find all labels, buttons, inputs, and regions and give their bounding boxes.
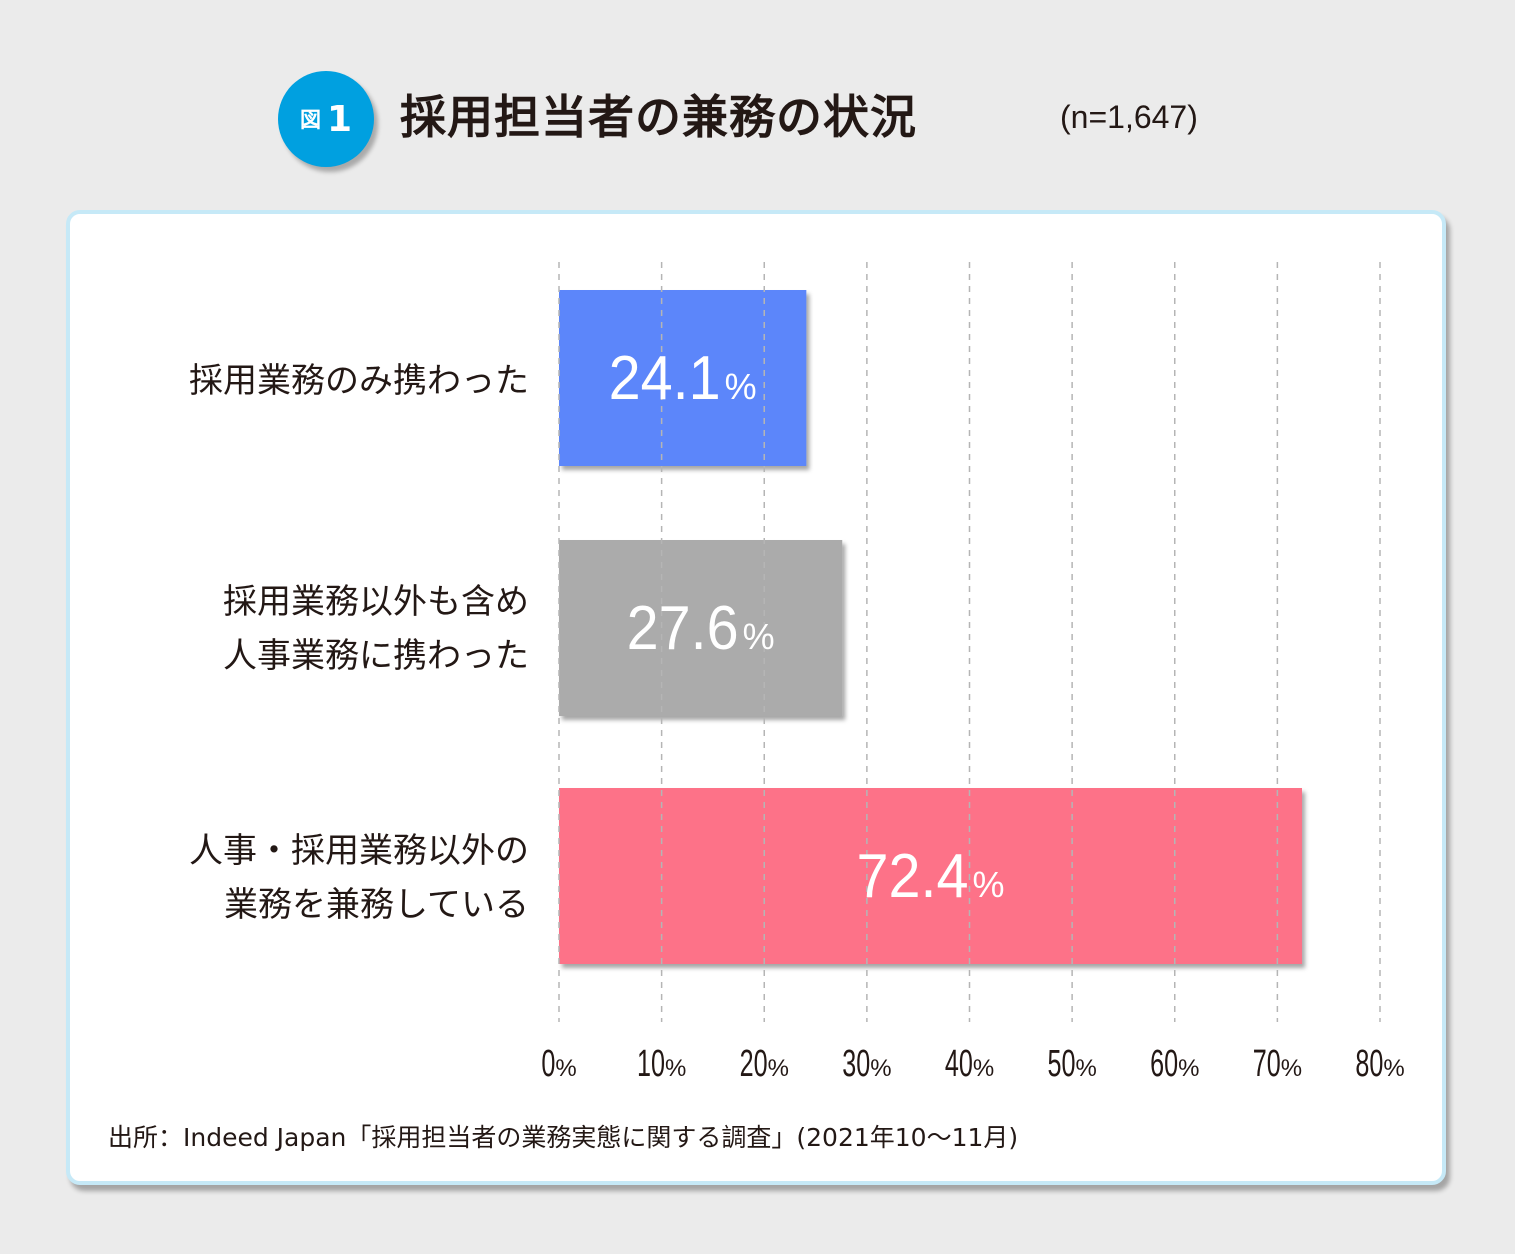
figure-badge-word: 図 [299,108,321,132]
figure-badge: 図 1 [278,71,374,167]
tick-label-70: 70% [1253,1043,1302,1085]
bar-3 [559,788,1303,964]
figure-badge-number: 1 [326,98,353,140]
tick-label-0: 0% [541,1043,576,1085]
category-label-1-line-1: 採用業務のみ携わった [189,361,529,401]
tick-label-10: 10% [637,1043,686,1085]
category-label-3-line-1: 人事・採用業務以外の [189,831,529,871]
category-label-3-line-2: 業務を兼務している [224,885,529,925]
bar-1 [559,290,807,466]
tick-label-20: 20% [740,1043,789,1085]
tick-label-80: 80% [1355,1043,1404,1085]
chart-title: 採用担当者の兼務の状況 [400,90,917,144]
data-label-3: 72.4% [856,842,1004,911]
tick-label-60: 60% [1150,1043,1199,1085]
tick-label-40: 40% [945,1043,994,1085]
data-label-2: 27.6% [627,594,775,663]
tick-label-30: 30% [842,1043,891,1085]
source-note: 出所：Indeed Japan「採用担当者の業務実態に関する調査」(2021年1… [108,1123,1019,1152]
tick-label-50: 50% [1047,1043,1096,1085]
category-label-2-line-1: 採用業務以外も含め [223,582,529,622]
data-label-1: 24.1% [609,344,757,413]
category-label-2: 採用業務以外も含め 人事業務に携わった [223,575,529,683]
bar-2 [559,540,843,716]
sample-size: (n=1,647) [1060,98,1198,135]
category-label-1: 採用業務のみ携わった [189,354,529,408]
category-label-3: 人事・採用業務以外の 業務を兼務している [189,824,529,932]
category-label-2-line-2: 人事業務に携わった [223,636,529,676]
